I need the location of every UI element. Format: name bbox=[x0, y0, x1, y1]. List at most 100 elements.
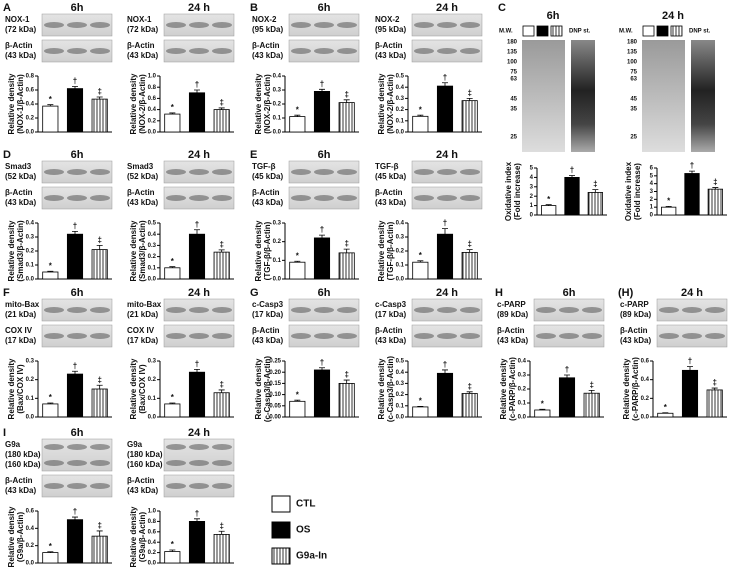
error-bar bbox=[319, 367, 325, 370]
y-axis-label: Oxidative index bbox=[504, 161, 513, 221]
bar bbox=[707, 188, 723, 216]
legend-swatch bbox=[271, 495, 291, 513]
significance-marker: ‡ bbox=[219, 240, 223, 249]
error-bar bbox=[96, 245, 103, 250]
blot-band bbox=[90, 195, 110, 201]
y-tick-label: 0.3 bbox=[273, 88, 282, 94]
ladder-label: 75 bbox=[510, 70, 517, 76]
error-bar bbox=[72, 86, 78, 89]
bar bbox=[42, 552, 59, 564]
blot-band bbox=[189, 483, 209, 489]
bar bbox=[706, 389, 723, 418]
blot-band bbox=[189, 333, 209, 339]
blot-band bbox=[44, 460, 64, 466]
y-tick-label: 0.3 bbox=[396, 235, 405, 241]
y-axis-label: (Smad3/β-Actin) bbox=[16, 220, 25, 282]
gel-image bbox=[642, 40, 685, 152]
significance-marker: † bbox=[73, 222, 77, 231]
bar bbox=[657, 412, 674, 418]
blot-label: mito-Bax bbox=[5, 300, 40, 309]
ladder-label: 135 bbox=[507, 50, 518, 56]
error-bar bbox=[466, 249, 473, 253]
blot-label: TGF-β bbox=[375, 162, 399, 171]
y-tick-label: 0.2 bbox=[396, 249, 405, 255]
blot-band bbox=[337, 48, 357, 54]
ladder-label: 45 bbox=[510, 97, 517, 103]
bar bbox=[558, 377, 576, 418]
blot-label: NOX-2 bbox=[375, 15, 400, 24]
blot-band bbox=[90, 483, 110, 489]
blot-band bbox=[67, 444, 87, 450]
bar bbox=[461, 393, 478, 418]
blot-band bbox=[212, 48, 232, 54]
bar bbox=[587, 192, 603, 216]
bar bbox=[564, 176, 580, 216]
blot-band bbox=[212, 460, 232, 466]
bar bbox=[541, 205, 557, 216]
y-tick-label: 5 bbox=[650, 173, 654, 179]
y-axis-label: (c-Casp3/β-Actin) bbox=[386, 356, 395, 423]
error-bar bbox=[689, 170, 695, 174]
blot-label: (52 kDa) bbox=[5, 172, 36, 181]
bar bbox=[66, 88, 84, 133]
y-axis-label: (NOX-2/β-Actin) bbox=[263, 74, 272, 134]
ladder-label: 63 bbox=[510, 77, 517, 83]
blot-band bbox=[659, 333, 679, 339]
y-tick-label: 0.1 bbox=[396, 263, 405, 269]
bar bbox=[42, 403, 59, 418]
blot-band bbox=[291, 307, 311, 313]
blot-band bbox=[460, 333, 480, 339]
y-tick-label: 0.0 bbox=[148, 561, 157, 567]
significance-marker: * bbox=[296, 105, 300, 114]
significance-marker: † bbox=[443, 219, 447, 228]
blot-label: β-Actin bbox=[375, 188, 403, 197]
significance-marker: ‡ bbox=[219, 521, 223, 530]
blot-band bbox=[337, 307, 357, 313]
bar bbox=[66, 519, 84, 564]
panel-title: 6h bbox=[563, 287, 576, 299]
error-bar bbox=[72, 370, 78, 375]
panel-title: 24 h bbox=[662, 10, 684, 22]
blot-band bbox=[212, 483, 232, 489]
y-tick-label: 4 bbox=[650, 181, 654, 187]
blot-band bbox=[189, 444, 209, 450]
bar bbox=[313, 237, 331, 280]
y-tick-label: 0.0 bbox=[26, 415, 35, 421]
blot-band bbox=[90, 444, 110, 450]
bar bbox=[213, 109, 230, 133]
error-bar bbox=[665, 205, 672, 208]
bar bbox=[338, 382, 355, 418]
blot-band bbox=[90, 333, 110, 339]
dnp-label: DNP st. bbox=[569, 29, 591, 35]
y-tick-label: 0.2 bbox=[518, 387, 527, 393]
y-tick-label: 0.2 bbox=[26, 249, 35, 255]
y-tick-label: 0.4 bbox=[273, 74, 282, 80]
blot-band bbox=[212, 333, 232, 339]
blot-band bbox=[659, 307, 679, 313]
significance-marker: * bbox=[541, 399, 545, 408]
error-bar bbox=[47, 270, 54, 272]
blot-band bbox=[166, 169, 186, 175]
y-tick-label: 2 bbox=[650, 197, 654, 203]
y-axis-label: (c-PARP/β-Actin) bbox=[508, 357, 517, 421]
blot-label: (17 kDa) bbox=[375, 310, 406, 319]
panel-title: 24 h bbox=[436, 149, 458, 161]
y-tick-label: 0.6 bbox=[148, 529, 157, 535]
ladder-label: 100 bbox=[507, 60, 518, 66]
bar bbox=[66, 373, 84, 418]
significance-marker: * bbox=[49, 393, 53, 402]
lane-key bbox=[522, 25, 535, 37]
blot-band bbox=[166, 48, 186, 54]
bar bbox=[164, 551, 181, 564]
blot-label: (43 kDa) bbox=[375, 51, 406, 60]
significance-marker: * bbox=[49, 261, 53, 270]
blot-label: COX IV bbox=[127, 326, 155, 335]
bar bbox=[164, 267, 181, 280]
bar bbox=[164, 113, 181, 133]
y-tick-label: 0.1 bbox=[26, 263, 35, 269]
blot-band bbox=[212, 22, 232, 28]
blot-band bbox=[166, 460, 186, 466]
blot-band bbox=[291, 333, 311, 339]
panel-title: 6h bbox=[71, 149, 84, 161]
bar bbox=[289, 261, 306, 280]
